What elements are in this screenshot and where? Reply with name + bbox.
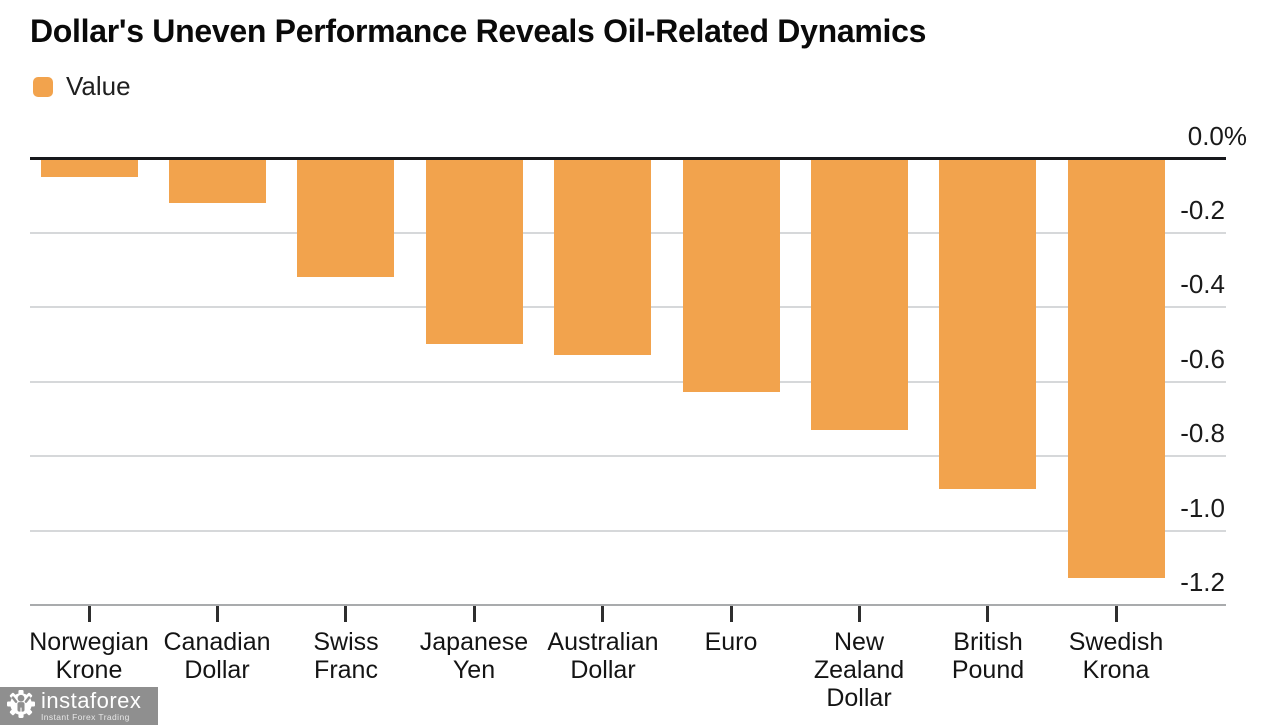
gear-person-icon xyxy=(5,687,37,725)
x-tick-label: Euro xyxy=(704,628,758,656)
chart-title: Dollar's Uneven Performance Reveals Oil-… xyxy=(30,13,927,49)
x-tick xyxy=(730,606,733,622)
legend-swatch-icon xyxy=(33,76,53,97)
y-gridline xyxy=(30,381,1226,383)
x-tick-label: Japanese Yen xyxy=(419,628,529,684)
bar xyxy=(811,160,908,430)
y-gridline xyxy=(30,530,1226,532)
y-tick-label: -1.0 xyxy=(1180,493,1225,523)
y-gridline xyxy=(30,455,1226,457)
x-tick xyxy=(858,606,861,622)
x-tick xyxy=(88,606,91,622)
x-tick xyxy=(216,606,219,622)
y-tick-label: -0.6 xyxy=(1180,344,1225,374)
watermark-brand: instaforex xyxy=(41,688,142,713)
bar xyxy=(426,160,523,344)
x-tick-label: Norwegian Krone xyxy=(29,628,149,684)
y-tick-label: -0.8 xyxy=(1180,418,1225,448)
bar xyxy=(169,160,266,203)
y-tick-label: -0.2 xyxy=(1180,195,1225,225)
bar xyxy=(939,160,1036,489)
bar xyxy=(41,160,138,177)
bar xyxy=(554,160,651,355)
bar xyxy=(683,160,780,392)
y-tick-label: 0.0% xyxy=(1187,121,1247,151)
legend-label: Value xyxy=(66,71,131,101)
x-tick xyxy=(601,606,604,622)
x-tick-label: Swiss Franc xyxy=(313,628,379,684)
x-tick-label: Canadian Dollar xyxy=(163,628,271,684)
x-tick-label: British Pound xyxy=(951,628,1025,684)
y-tick-label: -1.2 xyxy=(1180,567,1225,597)
y-tick-label: -0.4 xyxy=(1180,269,1225,299)
watermark: instaforex Instant Forex Trading xyxy=(0,687,158,725)
x-tick xyxy=(344,606,347,622)
legend: Value xyxy=(33,71,131,102)
bar xyxy=(297,160,394,277)
x-tick-label: Swedish Krona xyxy=(1068,628,1164,684)
watermark-tagline: Instant Forex Trading xyxy=(41,712,130,722)
y-gridline xyxy=(30,604,1226,606)
x-tick-label: New Zealand Dollar xyxy=(813,628,905,712)
x-tick xyxy=(473,606,476,622)
zero-axis-line xyxy=(30,157,1226,160)
x-tick xyxy=(986,606,989,622)
x-tick xyxy=(1115,606,1118,622)
x-tick-label: Australian Dollar xyxy=(547,628,659,684)
bar xyxy=(1068,160,1165,578)
